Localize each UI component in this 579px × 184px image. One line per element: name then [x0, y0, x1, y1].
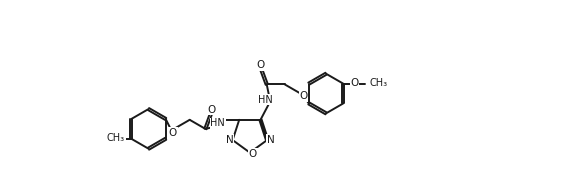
Text: O: O: [350, 78, 358, 88]
Text: CH₃: CH₃: [107, 133, 125, 143]
Text: O: O: [207, 105, 216, 114]
Text: O: O: [248, 149, 257, 159]
Text: N: N: [267, 135, 275, 144]
Text: O: O: [299, 91, 307, 101]
Text: HN: HN: [210, 118, 225, 128]
Text: N: N: [226, 135, 234, 144]
Text: CH₃: CH₃: [369, 78, 387, 88]
Text: O: O: [256, 60, 265, 70]
Text: HN: HN: [258, 95, 272, 105]
Text: O: O: [116, 133, 124, 143]
Text: O: O: [168, 128, 177, 138]
